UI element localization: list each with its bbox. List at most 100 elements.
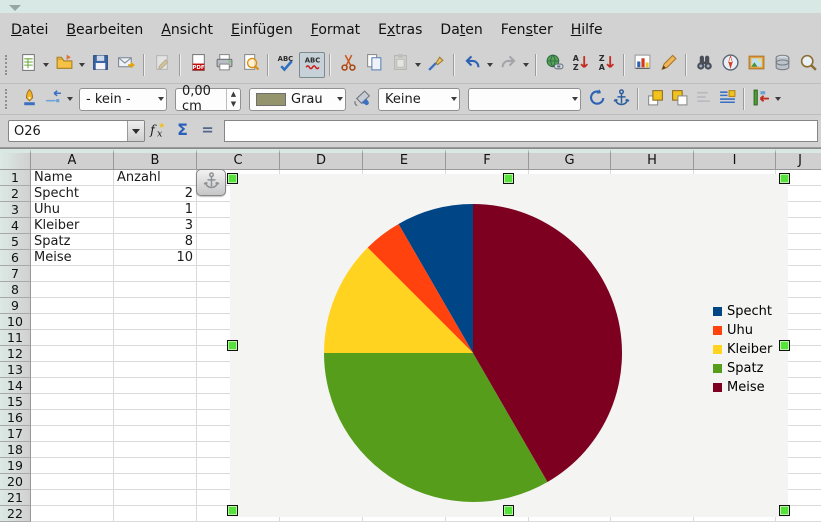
name-box[interactable]: O26: [8, 120, 145, 142]
area-dialog-button[interactable]: [350, 87, 374, 111]
pie-slice-uhu[interactable]: [367, 223, 473, 353]
cell-A7[interactable]: [31, 266, 114, 282]
cell-A12[interactable]: [31, 346, 114, 362]
toolbar-grip[interactable]: [5, 89, 13, 109]
row-header-13[interactable]: 13: [0, 362, 31, 378]
open-folder-button[interactable]: [51, 52, 77, 78]
toolbar-collapse-icon[interactable]: [9, 5, 21, 11]
cell-B19[interactable]: [114, 458, 197, 474]
line-width-input-spin-buttons[interactable]: ▲ ▼: [226, 88, 240, 110]
cell-B2[interactable]: 2: [114, 186, 197, 202]
row-header-12[interactable]: 12: [0, 346, 31, 362]
row-header-7[interactable]: 7: [0, 266, 31, 282]
row-header-10[interactable]: 10: [0, 314, 31, 330]
open-folder-dropdown-icon[interactable]: [77, 52, 87, 78]
selection-handle-bottom-right[interactable]: [779, 505, 790, 516]
send-to-back-button[interactable]: [667, 87, 691, 111]
row-header-15[interactable]: 15: [0, 394, 31, 410]
anchor-button[interactable]: [196, 169, 226, 196]
line-style-select-dropdown-icon[interactable]: [156, 89, 166, 110]
sum-button[interactable]: Σ: [170, 119, 195, 144]
selection-handle-top-middle[interactable]: [503, 173, 514, 184]
insert-chart-button[interactable]: [629, 52, 655, 78]
menu-extras[interactable]: Extras: [369, 19, 431, 41]
cell-B22[interactable]: [114, 506, 197, 522]
export-pdf-button[interactable]: PDF: [185, 52, 211, 78]
column-header-D[interactable]: D: [280, 149, 363, 170]
find-replace-button[interactable]: [691, 52, 717, 78]
new-document-dropdown-icon[interactable]: [41, 52, 51, 78]
toolbar-grip[interactable]: [5, 54, 11, 75]
row-header-21[interactable]: 21: [0, 490, 31, 506]
row-header-17[interactable]: 17: [0, 426, 31, 442]
column-header-J[interactable]: J: [776, 149, 821, 170]
pie-slice-specht[interactable]: [398, 204, 474, 353]
cell-B11[interactable]: [114, 330, 197, 346]
column-header-G[interactable]: G: [529, 149, 611, 170]
cell-A19[interactable]: [31, 458, 114, 474]
row-header-19[interactable]: 19: [0, 458, 31, 474]
arrow-style-button[interactable]: [41, 87, 65, 111]
legend-item-specht[interactable]: Specht: [713, 302, 772, 321]
cell-A10[interactable]: [31, 314, 114, 330]
column-header-E[interactable]: E: [363, 149, 446, 170]
cell-A15[interactable]: [31, 394, 114, 410]
copy-button[interactable]: [361, 52, 387, 78]
email-button[interactable]: [113, 52, 139, 78]
line-dialog-button[interactable]: [17, 87, 41, 111]
cell-B14[interactable]: [114, 378, 197, 394]
menu-hilfe[interactable]: Hilfe: [562, 19, 612, 41]
row-header-22[interactable]: 22: [0, 506, 31, 522]
cut-button[interactable]: [335, 52, 361, 78]
cell-A17[interactable]: [31, 426, 114, 442]
column-header-F[interactable]: F: [446, 149, 529, 170]
gallery-button[interactable]: [743, 52, 769, 78]
data-sources-button[interactable]: [769, 52, 795, 78]
row-header-6[interactable]: 6: [0, 250, 31, 266]
corner-header-cell[interactable]: [0, 149, 31, 170]
row-header-4[interactable]: 4: [0, 218, 31, 234]
navigator-button[interactable]: [717, 52, 743, 78]
row-header-14[interactable]: 14: [0, 378, 31, 394]
row-header-2[interactable]: 2: [0, 186, 31, 202]
line-width-input[interactable]: 0,00 cm ▲ ▼: [175, 84, 241, 114]
legend-item-uhu[interactable]: Uhu: [713, 321, 772, 340]
selection-handle-bottom-left[interactable]: [227, 505, 238, 516]
undo-dropdown-icon[interactable]: [485, 52, 495, 78]
zoom-button[interactable]: [795, 52, 821, 78]
pie-slice-meise[interactable]: [473, 204, 623, 483]
cell-B5[interactable]: 8: [114, 234, 197, 250]
column-header-A[interactable]: A: [31, 149, 114, 170]
cell-A3[interactable]: Uhu: [31, 202, 114, 218]
row-header-18[interactable]: 18: [0, 442, 31, 458]
cell-A6[interactable]: Meise: [31, 250, 114, 266]
alignment-dropdown-icon[interactable]: [773, 86, 783, 112]
arrow-style-dropdown-icon[interactable]: [65, 86, 75, 112]
row-header-16[interactable]: 16: [0, 410, 31, 426]
save-button[interactable]: [87, 52, 113, 78]
line-color-select-dropdown-icon[interactable]: [335, 89, 345, 110]
menu-fenster[interactable]: Fenster: [492, 19, 562, 41]
undo-button[interactable]: [459, 52, 485, 78]
cell-A8[interactable]: [31, 282, 114, 298]
cell-B4[interactable]: 3: [114, 218, 197, 234]
row-header-9[interactable]: 9: [0, 298, 31, 314]
text-wrap-button[interactable]: [715, 87, 739, 111]
anchor-button[interactable]: [609, 87, 633, 111]
cell-B1[interactable]: Anzahl: [114, 170, 197, 186]
cell-B13[interactable]: [114, 362, 197, 378]
row-header-20[interactable]: 20: [0, 474, 31, 490]
row-header-5[interactable]: 5: [0, 234, 31, 250]
formula-input-line[interactable]: [224, 120, 818, 142]
cell-B9[interactable]: [114, 298, 197, 314]
rotate-button[interactable]: [585, 87, 609, 111]
selection-handle-top-right[interactable]: [779, 173, 790, 184]
selection-handle-middle-right[interactable]: [779, 340, 790, 351]
menu-einfügen[interactable]: Einfügen: [222, 19, 302, 41]
menu-datei[interactable]: Datei: [2, 19, 57, 41]
cell-A16[interactable]: [31, 410, 114, 426]
column-header-H[interactable]: H: [611, 149, 694, 170]
area-fill-select-dropdown-icon[interactable]: [570, 89, 580, 110]
